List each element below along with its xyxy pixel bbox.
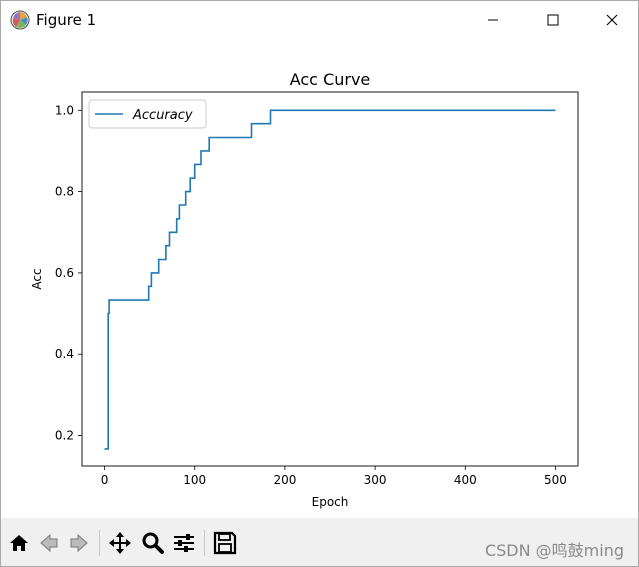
save-button[interactable]: [212, 530, 238, 556]
legend-box: [88, 99, 207, 129]
close-icon: [606, 14, 618, 26]
toolbar-separator: [204, 530, 205, 556]
y-tick-label: 0.6: [55, 266, 74, 280]
window-title: Figure 1: [36, 11, 97, 29]
maximize-button[interactable]: [530, 1, 576, 39]
minimize-icon: [488, 19, 498, 21]
forward-button[interactable]: [66, 530, 92, 556]
y-axis-label: Acc: [30, 268, 44, 289]
zoom-icon: [142, 532, 164, 554]
home-icon: [10, 535, 28, 551]
figure-canvas[interactable]: Acc Curve 0 100 200 300 400 500 0.2 0.4 0.6 0.8 1.0…: [1, 39, 638, 517]
chart: Acc Curve 0 100 200 300 400 500 0.2 0.4 0.6 0.8 1.0…: [30, 70, 579, 509]
toolbar-separator: [99, 530, 100, 556]
y-tick-label: 0.4: [55, 347, 74, 361]
x-tick-label: 300: [364, 473, 387, 487]
accuracy-line: [104, 109, 556, 450]
axes-frame: [81, 91, 579, 467]
close-button[interactable]: [589, 1, 635, 39]
y-tick-label: 0.2: [55, 429, 74, 443]
forward-icon: [70, 533, 88, 553]
configure-subplots-icon: [174, 534, 194, 552]
back-button[interactable]: [36, 530, 62, 556]
zoom-button[interactable]: [140, 530, 166, 556]
x-tick-label: 200: [273, 473, 296, 487]
x-tick-label: 400: [454, 473, 477, 487]
y-tick-label: 1.0: [55, 103, 74, 117]
title-bar: Figure 1: [1, 1, 638, 39]
maximize-icon: [547, 14, 559, 26]
save-icon: [213, 531, 237, 555]
chart-title: Acc Curve: [290, 70, 371, 89]
watermark: CSDN @鸣鼓ming: [484, 541, 624, 560]
y-tick-label: 0.8: [55, 185, 74, 199]
home-button[interactable]: [6, 530, 32, 556]
pan-button[interactable]: [107, 530, 133, 556]
navigation-toolbar: [1, 518, 638, 566]
matplotlib-icon: [10, 10, 30, 30]
back-icon: [40, 533, 58, 553]
pan-icon: [109, 532, 131, 554]
configure-subplots-button[interactable]: [171, 530, 197, 556]
x-tick-label: 100: [183, 473, 206, 487]
x-tick-label: 500: [544, 473, 567, 487]
minimize-button[interactable]: [470, 1, 516, 39]
legend-label: Accuracy: [132, 108, 193, 123]
x-tick-label: 0: [101, 473, 109, 487]
x-axis-label: Epoch: [312, 495, 349, 509]
